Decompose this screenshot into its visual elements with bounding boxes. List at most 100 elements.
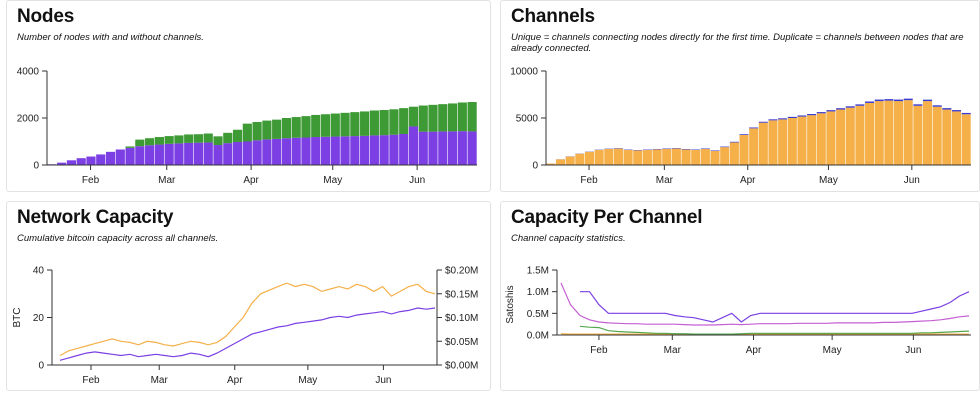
nodes-chart-panel: Nodes Number of nodes with and without c… <box>6 0 491 192</box>
capacity-per-channel-chart: 0.0M 0.5M 1.0M 1.5M Feb Mar Apr May Jun Satoshis <box>505 266 971 356</box>
bar <box>467 131 477 165</box>
bar <box>379 110 389 136</box>
y-tick-label: 20 <box>33 313 45 324</box>
bar <box>700 148 710 150</box>
bar <box>418 131 428 165</box>
bar <box>720 146 730 148</box>
bar <box>281 138 292 165</box>
bar <box>232 129 243 142</box>
network-capacity-chart: 0 20 40 $0.00M $0.05M $0.10M $0.15M $0.20M Feb Ma… <box>12 266 478 387</box>
bar <box>874 101 884 165</box>
y-tick-label: 4000 <box>17 67 40 78</box>
bars <box>546 98 971 165</box>
bar <box>778 119 788 165</box>
bar <box>691 149 701 165</box>
capacity-per-channel-chart-panel: Capacity Per Channel Channel capacity st… <box>500 201 980 391</box>
bar <box>855 105 865 165</box>
series-line <box>59 282 436 357</box>
bar <box>320 114 331 137</box>
y-tick-label: 0 <box>33 161 39 172</box>
x-tick-label: Apr <box>746 345 762 356</box>
bar <box>203 133 213 143</box>
bar <box>565 156 575 165</box>
bar <box>320 136 331 165</box>
bar <box>923 101 933 165</box>
bar <box>213 136 223 146</box>
bar <box>135 146 145 165</box>
bar <box>594 149 604 165</box>
x-tick-label: Feb <box>82 375 100 386</box>
bar <box>778 118 788 120</box>
bar <box>330 113 340 137</box>
bar <box>894 99 904 102</box>
bar <box>768 120 778 165</box>
y2-tick-label: $0.05M <box>445 337 478 348</box>
bar <box>855 104 865 106</box>
bar <box>203 142 213 165</box>
series-line <box>579 325 970 335</box>
bar <box>923 99 933 102</box>
y-tick-label: 0 <box>532 161 538 172</box>
bar <box>681 149 691 165</box>
bar <box>262 120 272 140</box>
bar <box>546 163 556 165</box>
bar <box>291 137 301 165</box>
bar <box>252 121 262 141</box>
x-tick-label: Feb <box>580 175 598 186</box>
bar <box>739 134 749 135</box>
bar <box>874 99 884 102</box>
bar <box>291 117 301 138</box>
bar <box>399 108 409 134</box>
bar <box>418 105 428 132</box>
bar <box>232 141 243 165</box>
y-tick-label: 1.5M <box>527 266 549 277</box>
bar <box>951 111 962 165</box>
chart-title: Capacity Per Channel <box>511 207 703 228</box>
bar <box>787 116 797 118</box>
bar <box>145 145 155 165</box>
bar <box>816 112 826 114</box>
y-tick-label: 2000 <box>17 114 40 125</box>
bar <box>242 141 252 165</box>
chart-subtitle: Number of nodes with and without channel… <box>17 32 204 43</box>
bar <box>865 102 875 165</box>
chart-title: Network Capacity <box>17 207 174 228</box>
y-axis-label: BTC <box>12 308 23 328</box>
bar <box>135 139 145 147</box>
bar <box>154 137 164 145</box>
bar <box>613 148 623 165</box>
bar <box>57 162 67 165</box>
chart-title: Nodes <box>17 6 75 27</box>
bar <box>700 149 710 165</box>
chart-subtitle: Cumulative bitcoin capacity across all c… <box>17 233 219 244</box>
series-line <box>560 282 970 326</box>
bar <box>768 119 778 121</box>
x-tick-label: May <box>323 175 342 186</box>
y-tick-label: 0.0M <box>527 331 549 342</box>
bar <box>575 153 585 165</box>
y-tick-label: 1.0M <box>527 287 549 298</box>
bar <box>350 112 360 137</box>
x-tick-label: May <box>819 175 838 186</box>
bar <box>447 131 458 165</box>
bar <box>951 110 962 112</box>
y-tick-label: 10000 <box>510 67 538 78</box>
bar <box>242 123 252 142</box>
bar <box>845 107 855 165</box>
bar <box>154 144 164 166</box>
bar <box>330 136 340 165</box>
bar <box>826 111 836 165</box>
bar <box>164 136 174 144</box>
y2-tick-label: $0.20M <box>445 266 478 277</box>
bar <box>262 139 272 165</box>
bar <box>816 113 826 165</box>
x-tick-label: Mar <box>151 375 169 386</box>
bar <box>408 126 419 165</box>
bar <box>223 143 233 166</box>
y2-tick-label: $0.15M <box>445 289 478 300</box>
bar <box>184 142 194 165</box>
bar <box>942 108 952 110</box>
bar <box>399 133 409 165</box>
bar <box>164 143 174 165</box>
x-tick-label: Jun <box>375 375 391 386</box>
